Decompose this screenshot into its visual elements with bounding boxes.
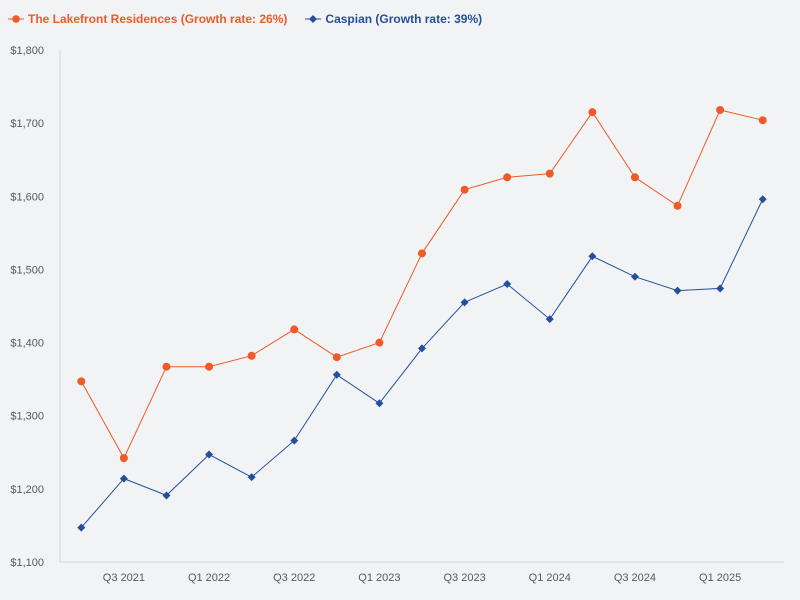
legend-item-lakefront[interactable]: The Lakefront Residences (Growth rate: 2… (8, 12, 287, 26)
data-point-0 (460, 185, 469, 194)
x-tick-label: Q1 2022 (188, 572, 230, 584)
data-point-1 (545, 315, 554, 324)
y-tick-label: $1,200 (10, 484, 44, 496)
data-point-1 (418, 344, 426, 353)
data-point-1 (460, 298, 469, 307)
legend-item-caspian[interactable]: Caspian (Growth rate: 39%) (305, 12, 482, 26)
x-tick-label: Q3 2023 (443, 572, 485, 584)
legend-marker-diamond-icon (305, 15, 322, 23)
x-tick-label: Q1 2023 (358, 572, 400, 584)
legend-label-lakefront: The Lakefront Residences (Growth rate: 2… (28, 12, 288, 26)
data-point-0 (119, 454, 128, 463)
legend-marker-circle-icon (8, 15, 24, 23)
data-point-0 (588, 108, 597, 117)
data-point-1 (77, 523, 86, 532)
data-point-1 (205, 450, 214, 459)
y-tick-label: $1,100 (10, 557, 44, 569)
data-point-1 (503, 280, 512, 289)
y-tick-label: $1,700 (10, 118, 44, 130)
data-point-1 (332, 370, 341, 379)
y-tick-label: $1,800 (10, 45, 44, 57)
data-point-1 (758, 195, 767, 204)
y-tick-label: $1,500 (10, 264, 44, 276)
x-tick-label: Q3 2024 (614, 572, 656, 584)
x-tick-label: Q3 2021 (103, 572, 145, 584)
data-point-0 (545, 169, 554, 178)
data-point-1 (119, 474, 128, 483)
data-point-1 (375, 399, 384, 408)
data-point-0 (375, 338, 384, 347)
data-point-0 (673, 201, 682, 210)
x-tick-label: Q3 2022 (273, 572, 315, 584)
data-point-0 (418, 249, 426, 258)
data-point-1 (247, 473, 256, 482)
y-tick-label: $1,400 (10, 338, 44, 350)
x-tick-label: Q1 2024 (529, 572, 571, 584)
data-point-0 (247, 351, 256, 360)
chart-legend: The Lakefront Residences (Growth rate: 2… (8, 9, 482, 29)
data-point-0 (716, 105, 725, 114)
data-point-1 (588, 252, 597, 261)
data-point-0 (290, 325, 299, 334)
data-point-1 (630, 272, 639, 281)
data-point-1 (162, 491, 171, 500)
data-point-0 (503, 173, 512, 182)
data-point-1 (716, 284, 725, 293)
data-point-0 (77, 377, 86, 386)
data-point-0 (162, 362, 171, 371)
data-point-1 (673, 286, 682, 295)
y-tick-label: $1,300 (10, 411, 44, 423)
y-tick-label: $1,600 (10, 191, 44, 203)
data-point-0 (758, 116, 767, 125)
data-point-1 (290, 436, 299, 445)
legend-label-caspian: Caspian (Growth rate: 39%) (325, 12, 483, 26)
data-point-0 (630, 173, 639, 182)
x-tick-label: Q1 2025 (699, 572, 741, 584)
data-point-0 (205, 362, 214, 371)
series-line-1 (80, 198, 764, 528)
data-point-0 (332, 353, 341, 362)
series-line-0 (80, 109, 763, 460)
